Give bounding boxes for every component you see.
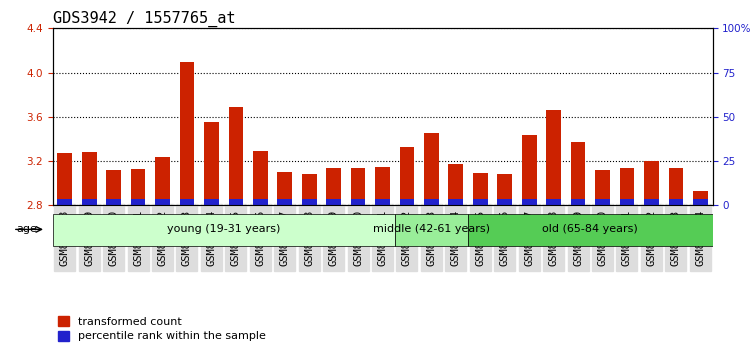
Bar	[278, 172, 292, 205]
Bar	[571, 142, 586, 205]
Bar	[106, 170, 121, 205]
Bar	[473, 199, 488, 205]
Bar	[326, 168, 341, 205]
Text: GDS3942 / 1557765_at: GDS3942 / 1557765_at	[53, 11, 235, 27]
Bar	[326, 199, 341, 205]
Bar	[424, 133, 439, 205]
Bar	[82, 152, 97, 205]
Bar	[400, 199, 414, 205]
Bar	[693, 199, 707, 205]
Bar	[278, 199, 292, 205]
Bar	[130, 199, 146, 205]
Bar	[497, 174, 512, 205]
Bar	[155, 199, 170, 205]
Bar	[302, 174, 316, 205]
Bar	[596, 199, 610, 205]
Bar	[229, 107, 243, 205]
Bar	[546, 199, 561, 205]
Bar	[130, 169, 146, 205]
Bar	[400, 147, 414, 205]
Bar	[693, 191, 707, 205]
Bar	[106, 199, 121, 205]
Bar	[229, 199, 243, 205]
Bar	[375, 167, 390, 205]
Bar	[644, 199, 658, 205]
Bar	[596, 170, 610, 205]
Bar	[497, 199, 512, 205]
Bar	[58, 153, 72, 205]
Bar	[179, 62, 194, 205]
Bar	[571, 199, 586, 205]
Bar	[179, 199, 194, 205]
Text: middle (42-61 years): middle (42-61 years)	[373, 224, 490, 234]
Bar	[155, 156, 170, 205]
FancyBboxPatch shape	[53, 214, 394, 246]
Text: young (19-31 years): young (19-31 years)	[167, 224, 280, 234]
Legend: transformed count, percentile rank within the sample: transformed count, percentile rank withi…	[58, 316, 266, 341]
Bar	[668, 199, 683, 205]
Bar	[522, 135, 536, 205]
Bar	[204, 199, 219, 205]
Text: old (65-84 years): old (65-84 years)	[542, 224, 638, 234]
Bar	[375, 199, 390, 205]
Bar	[424, 199, 439, 205]
Bar	[58, 199, 72, 205]
Bar	[351, 199, 365, 205]
Bar	[448, 199, 464, 205]
Bar	[253, 199, 268, 205]
Bar	[620, 168, 634, 205]
Bar	[302, 199, 316, 205]
Bar	[351, 168, 365, 205]
Bar	[620, 199, 634, 205]
Bar	[473, 173, 488, 205]
Text: age: age	[16, 224, 37, 234]
Bar	[448, 164, 464, 205]
FancyBboxPatch shape	[468, 214, 712, 246]
Bar	[644, 161, 658, 205]
Bar	[204, 122, 219, 205]
Bar	[522, 199, 536, 205]
Bar	[546, 110, 561, 205]
Bar	[82, 199, 97, 205]
Bar	[668, 168, 683, 205]
FancyBboxPatch shape	[394, 214, 468, 246]
Bar	[253, 151, 268, 205]
